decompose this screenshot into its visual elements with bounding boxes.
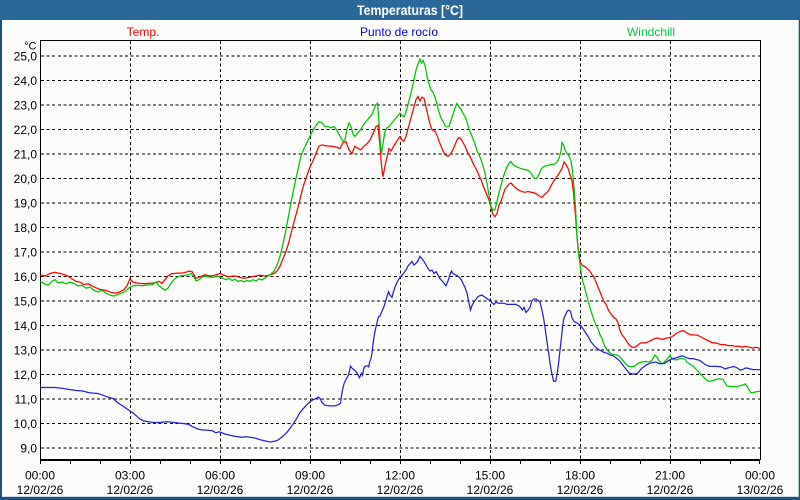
svg-text:23,0: 23,0 xyxy=(14,99,38,113)
svg-text:Temperaturas [°C]: Temperaturas [°C] xyxy=(357,3,463,18)
svg-text:00:00: 00:00 xyxy=(745,469,775,483)
svg-text:03:00: 03:00 xyxy=(115,469,145,483)
svg-text:12:00: 12:00 xyxy=(385,469,415,483)
svg-text:12/02/26: 12/02/26 xyxy=(17,483,64,497)
svg-text:21,0: 21,0 xyxy=(14,148,38,162)
svg-text:12/02/26: 12/02/26 xyxy=(467,483,514,497)
svg-text:12,0: 12,0 xyxy=(14,368,38,382)
svg-text:13,0: 13,0 xyxy=(14,344,38,358)
svg-text:19,0: 19,0 xyxy=(14,197,38,211)
svg-text:13/02/26: 13/02/26 xyxy=(737,483,784,497)
svg-text:20,0: 20,0 xyxy=(14,172,38,186)
svg-text:11,0: 11,0 xyxy=(15,393,38,407)
svg-text:15,0: 15,0 xyxy=(14,295,38,309)
svg-text:24,0: 24,0 xyxy=(14,74,38,88)
svg-text:12/02/26: 12/02/26 xyxy=(377,483,424,497)
svg-text:06:00: 06:00 xyxy=(205,469,235,483)
svg-text:12/02/26: 12/02/26 xyxy=(197,483,244,497)
svg-text:Punto de rocío: Punto de rocío xyxy=(360,25,438,39)
svg-text:12/02/26: 12/02/26 xyxy=(647,483,694,497)
svg-text:12/02/26: 12/02/26 xyxy=(557,483,604,497)
svg-text:12/02/26: 12/02/26 xyxy=(107,483,154,497)
svg-text:18:00: 18:00 xyxy=(565,469,595,483)
svg-text:00:00: 00:00 xyxy=(25,469,55,483)
svg-text:21:00: 21:00 xyxy=(655,469,685,483)
svg-text:16,0: 16,0 xyxy=(14,270,38,284)
svg-text:25,0: 25,0 xyxy=(14,50,38,64)
svg-text:Windchill: Windchill xyxy=(627,25,675,39)
svg-text:15:00: 15:00 xyxy=(475,469,505,483)
svg-text:9,0: 9,0 xyxy=(20,442,37,456)
svg-text:22,0: 22,0 xyxy=(14,123,38,137)
svg-text:18,0: 18,0 xyxy=(14,221,38,235)
svg-text:09:00: 09:00 xyxy=(295,469,325,483)
svg-text:Temp.: Temp. xyxy=(127,25,160,39)
svg-text:10,0: 10,0 xyxy=(14,417,38,431)
svg-text:°C: °C xyxy=(24,41,36,53)
svg-text:12/02/26: 12/02/26 xyxy=(287,483,334,497)
svg-text:17,0: 17,0 xyxy=(14,246,38,260)
svg-text:14,0: 14,0 xyxy=(14,319,38,333)
